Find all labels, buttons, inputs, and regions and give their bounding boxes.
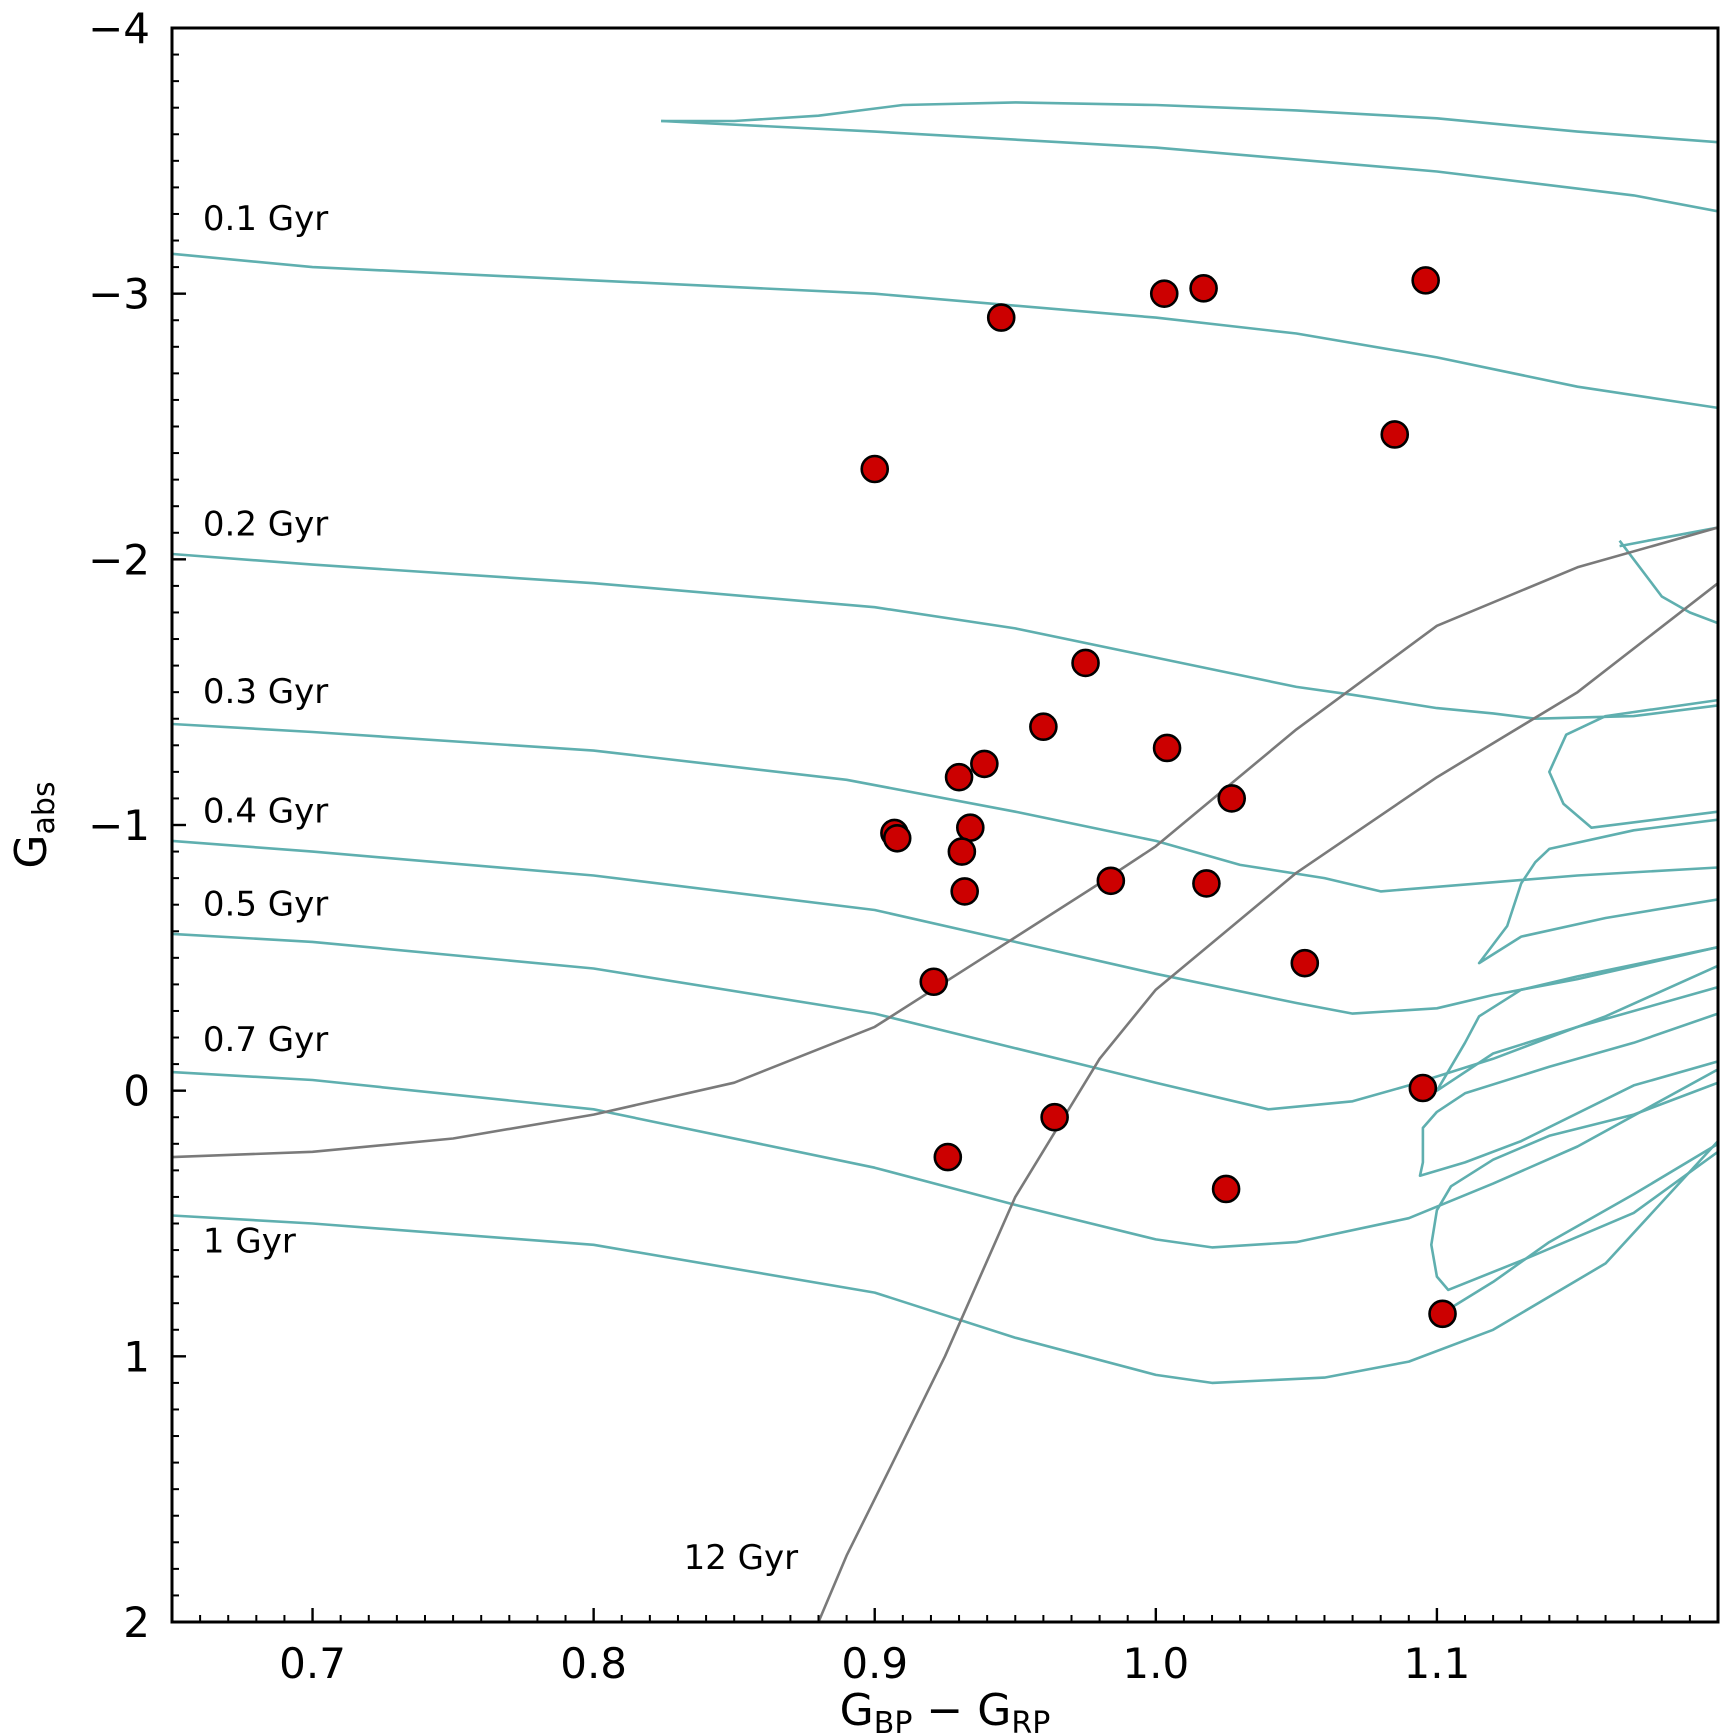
y-tick-label: 1 (123, 1332, 150, 1381)
isochrone-6-segment-1 (1436, 1142, 1718, 1318)
data-point (1189, 274, 1218, 303)
data-point (1152, 733, 1182, 763)
data-point (919, 967, 949, 997)
data-point (933, 1142, 963, 1172)
plot-frame (170, 26, 1720, 1624)
y-axis-label: Gabs (6, 781, 62, 868)
data-point (1380, 420, 1410, 449)
isochrone-2-segment-0 (172, 722, 1718, 893)
y-tick-label: −3 (88, 270, 150, 319)
isochrone-5-segment-2 (1430, 1081, 1718, 1292)
isochrone-2-segment-1 (1548, 698, 1718, 829)
old-isochrone-label: 12 Gyr (684, 1538, 799, 1578)
y-tick-label: 2 (123, 1598, 150, 1647)
old-isochrone-layer (172, 526, 1718, 1622)
data-point (970, 749, 999, 779)
y-tick-label: −4 (88, 4, 150, 53)
x-tick-label: 0.9 (841, 1639, 908, 1688)
isochrone-layer (172, 101, 1718, 1385)
data-point (1408, 1073, 1438, 1103)
isochrone-label: 0.4 Gyr (203, 791, 328, 831)
isochrone-5-segment-1 (1418, 1012, 1718, 1177)
isochrone-label: 0.7 Gyr (203, 1020, 328, 1060)
y-tick-label: −1 (88, 801, 150, 850)
x-tick-label: 1.0 (1122, 1639, 1189, 1688)
isochrone-4-segment-0 (172, 932, 1718, 1111)
data-point (1192, 869, 1221, 898)
isochrone-3-segment-1 (1477, 818, 1718, 965)
isochrone-3-segment-0 (172, 839, 1718, 1015)
y-tick-label: −2 (88, 535, 150, 584)
data-point (1040, 1102, 1069, 1132)
x-tick-label: 0.8 (560, 1639, 627, 1688)
data-point (986, 303, 1016, 332)
data-points (860, 266, 1457, 1329)
isochrone-1-segment-1 (1619, 526, 1718, 548)
x-tick-label: 0.7 (279, 1639, 346, 1688)
x-tick-label: 1.1 (1404, 1639, 1471, 1688)
isochrone-0-segment-2 (661, 119, 1718, 213)
isochrone-0-segment-1 (661, 101, 1718, 144)
isochrone-4-segment-1 (1435, 945, 1718, 1092)
data-point (860, 454, 890, 484)
data-point (944, 762, 974, 792)
data-point (1096, 866, 1126, 896)
isochrone-label: 1 Gyr (203, 1222, 296, 1262)
data-point (1029, 712, 1058, 742)
isochrone-label: 0.3 Gyr (203, 672, 328, 712)
data-point (1217, 784, 1247, 813)
isochrone-6-segment-0 (172, 1140, 1718, 1385)
isochrone-label: 0.2 Gyr (203, 504, 328, 544)
data-point (1071, 648, 1100, 678)
isochrone-label: 0.1 Gyr (203, 199, 328, 239)
data-point (947, 837, 977, 866)
old-isochrone-0-segment-0 (172, 526, 1718, 1159)
data-point (955, 813, 985, 842)
isochrone-labels: 0.1 Gyr 0.2 Gyr 0.3 Gyr 0.4 Gyr 0.5 Gyr 0.7 G… (203, 199, 798, 1578)
isochrone-label: 0.5 Gyr (203, 884, 328, 924)
old-isochrone-1-segment-0 (817, 582, 1718, 1622)
data-point (882, 823, 912, 853)
isochrone-0-segment-0 (172, 252, 1718, 410)
data-point (1211, 1174, 1241, 1204)
data-point (1428, 1299, 1457, 1329)
data-point (1411, 266, 1440, 295)
y-tick-label: 0 (123, 1067, 150, 1116)
x-axis-label: GBP − GRP (840, 1685, 1051, 1736)
isochrone-5-segment-0 (172, 1068, 1718, 1249)
data-point (950, 877, 979, 906)
data-point (1290, 948, 1320, 978)
data-point (1149, 279, 1179, 308)
